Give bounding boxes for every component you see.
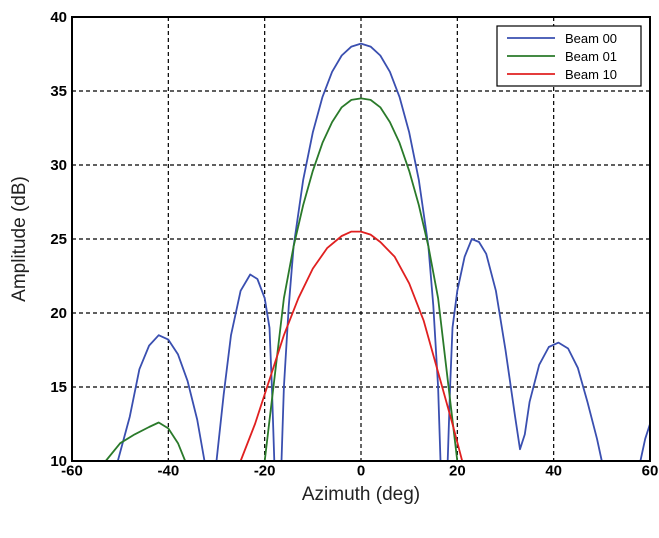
series-line: [639, 423, 651, 462]
x-tick-label: 20: [449, 462, 466, 479]
y-tick-label: 15: [50, 379, 67, 396]
legend-label: Beam 01: [565, 49, 617, 64]
legend-label: Beam 10: [565, 67, 617, 82]
series-line: [215, 273, 276, 462]
series-line: [280, 42, 442, 462]
x-tick-label: -60: [61, 462, 83, 479]
x-tick-label: 0: [357, 462, 365, 479]
series-line: [239, 230, 464, 462]
series-line: [446, 238, 603, 462]
tick-labels: -60 -40 -20 0 20 40 60 10 15 20 25 30 35 40: [50, 9, 658, 479]
y-tick-label: 35: [50, 83, 67, 100]
series-line: [116, 334, 206, 462]
y-axis-label: Amplitude (dB): [9, 176, 30, 302]
y-tick-label: 20: [50, 305, 67, 322]
grid: [72, 17, 650, 461]
legend: Beam 00 Beam 01 Beam 10: [496, 25, 642, 87]
x-tick-label: -40: [157, 462, 179, 479]
x-axis-label: Azimuth (deg): [302, 484, 420, 505]
plot-frame: [71, 16, 651, 462]
series-lines: [104, 42, 651, 462]
legend-label: Beam 00: [565, 31, 617, 46]
x-tick-label: 40: [545, 462, 562, 479]
x-tick-label: 60: [642, 462, 659, 479]
y-tick-label: 25: [50, 231, 67, 248]
series-line: [263, 97, 459, 462]
y-tick-label: 10: [50, 453, 67, 470]
series-line: [104, 421, 187, 462]
y-tick-label: 30: [50, 157, 67, 174]
x-tick-label: -20: [254, 462, 276, 479]
y-tick-label: 40: [50, 9, 67, 26]
